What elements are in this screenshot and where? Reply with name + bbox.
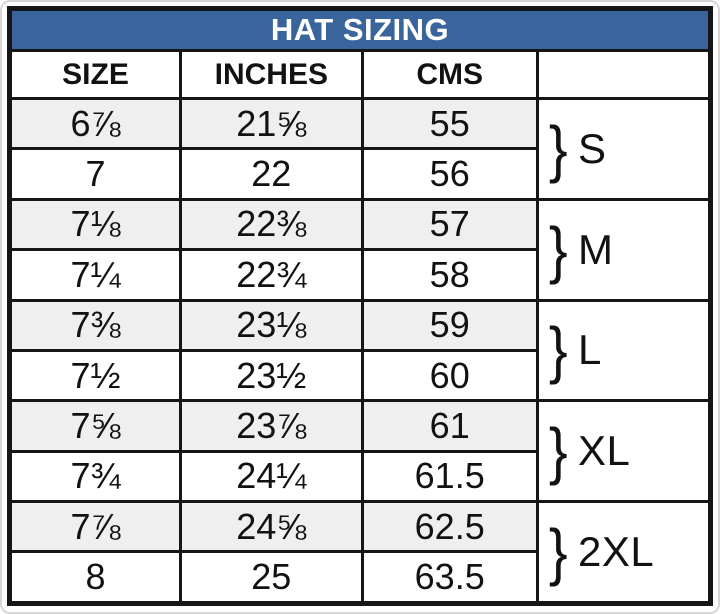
size-cell: 7½ [7, 348, 183, 403]
table-row: 7 22 56 [7, 147, 711, 201]
size-cell: 8 [7, 550, 183, 605]
inches-cell: 22¾ [179, 248, 364, 302]
inches-cell: 23⅛ [179, 298, 364, 352]
table-row: 7⅛ 22⅜ 57 } M [7, 197, 713, 302]
cms-cell: 61.5 [360, 449, 539, 504]
inches-cell: 22⅜ [179, 197, 364, 252]
group-label: M [577, 225, 614, 273]
brace-icon: } [548, 113, 568, 184]
group-cell-2xl: } 2XL [535, 500, 713, 605]
table-row: 7⅜ 23⅛ 59 } L [7, 298, 713, 403]
inches-cell: 24¼ [179, 449, 364, 504]
cms-cell: 60 [360, 348, 539, 403]
inches-cell: 23⅞ [179, 399, 364, 453]
size-cell: 7⅛ [7, 197, 183, 252]
brace-icon: } [548, 516, 568, 587]
table-row: 7¾ 24¼ 61.5 [7, 449, 711, 504]
group-cell-m: } M [535, 197, 713, 302]
size-cell: 7¼ [7, 248, 183, 302]
table-row: 7½ 23½ 60 [7, 348, 711, 403]
header-row: SIZE INCHES CMS [7, 49, 713, 100]
cms-cell: 55 [360, 96, 539, 151]
title-row: HAT SIZING [8, 7, 712, 52]
cms-cell: 63.5 [360, 550, 539, 605]
cms-cell: 62.5 [360, 499, 539, 554]
table-row: 7⅝ 23⅞ 61 } XL [7, 399, 713, 503]
page-title: HAT SIZING [8, 7, 712, 52]
column-header-group [535, 49, 713, 100]
size-cell: 6⅞ [7, 96, 183, 151]
sizing-table: HAT SIZING SIZE INCHES CMS 6⅞ 21⅝ 55 } S… [7, 6, 713, 606]
inches-cell: 22 [179, 147, 364, 201]
group-label: XL [577, 427, 631, 475]
cms-cell: 58 [360, 248, 539, 302]
brace-icon: } [548, 213, 568, 285]
size-cell: 7⅜ [7, 298, 183, 352]
column-header-inches: INCHES [179, 49, 364, 100]
size-cell: 7 [7, 147, 183, 201]
size-cell: 7¾ [7, 449, 183, 504]
size-cell: 7⅞ [7, 499, 183, 554]
table-row: 8 25 63.5 [7, 550, 711, 605]
cms-cell: 57 [360, 197, 539, 252]
table-row: 6⅞ 21⅝ 55 } S [7, 96, 713, 201]
cms-cell: 61 [360, 399, 539, 453]
group-label: 2XL [577, 528, 655, 575]
cms-cell: 59 [360, 298, 539, 352]
brace-icon: } [548, 415, 568, 486]
inches-cell: 25 [179, 550, 364, 605]
group-cell-l: } L [535, 298, 713, 403]
group-label: L [577, 326, 602, 374]
inches-cell: 23½ [179, 348, 364, 403]
inches-cell: 21⅝ [179, 96, 364, 151]
table-row: 7¼ 22¾ 58 [7, 248, 711, 302]
column-header-cms: CMS [360, 49, 539, 100]
inches-cell: 24⅝ [179, 499, 364, 554]
group-cell-s: } S [535, 97, 713, 201]
group-label: S [577, 124, 607, 172]
group-cell-xl: } XL [535, 399, 713, 503]
column-header-size: SIZE [7, 49, 183, 100]
cms-cell: 56 [360, 147, 539, 201]
size-cell: 7⅝ [7, 399, 183, 453]
brace-icon: } [548, 314, 568, 386]
table-row: 7⅞ 24⅝ 62.5 } 2XL [7, 499, 713, 605]
